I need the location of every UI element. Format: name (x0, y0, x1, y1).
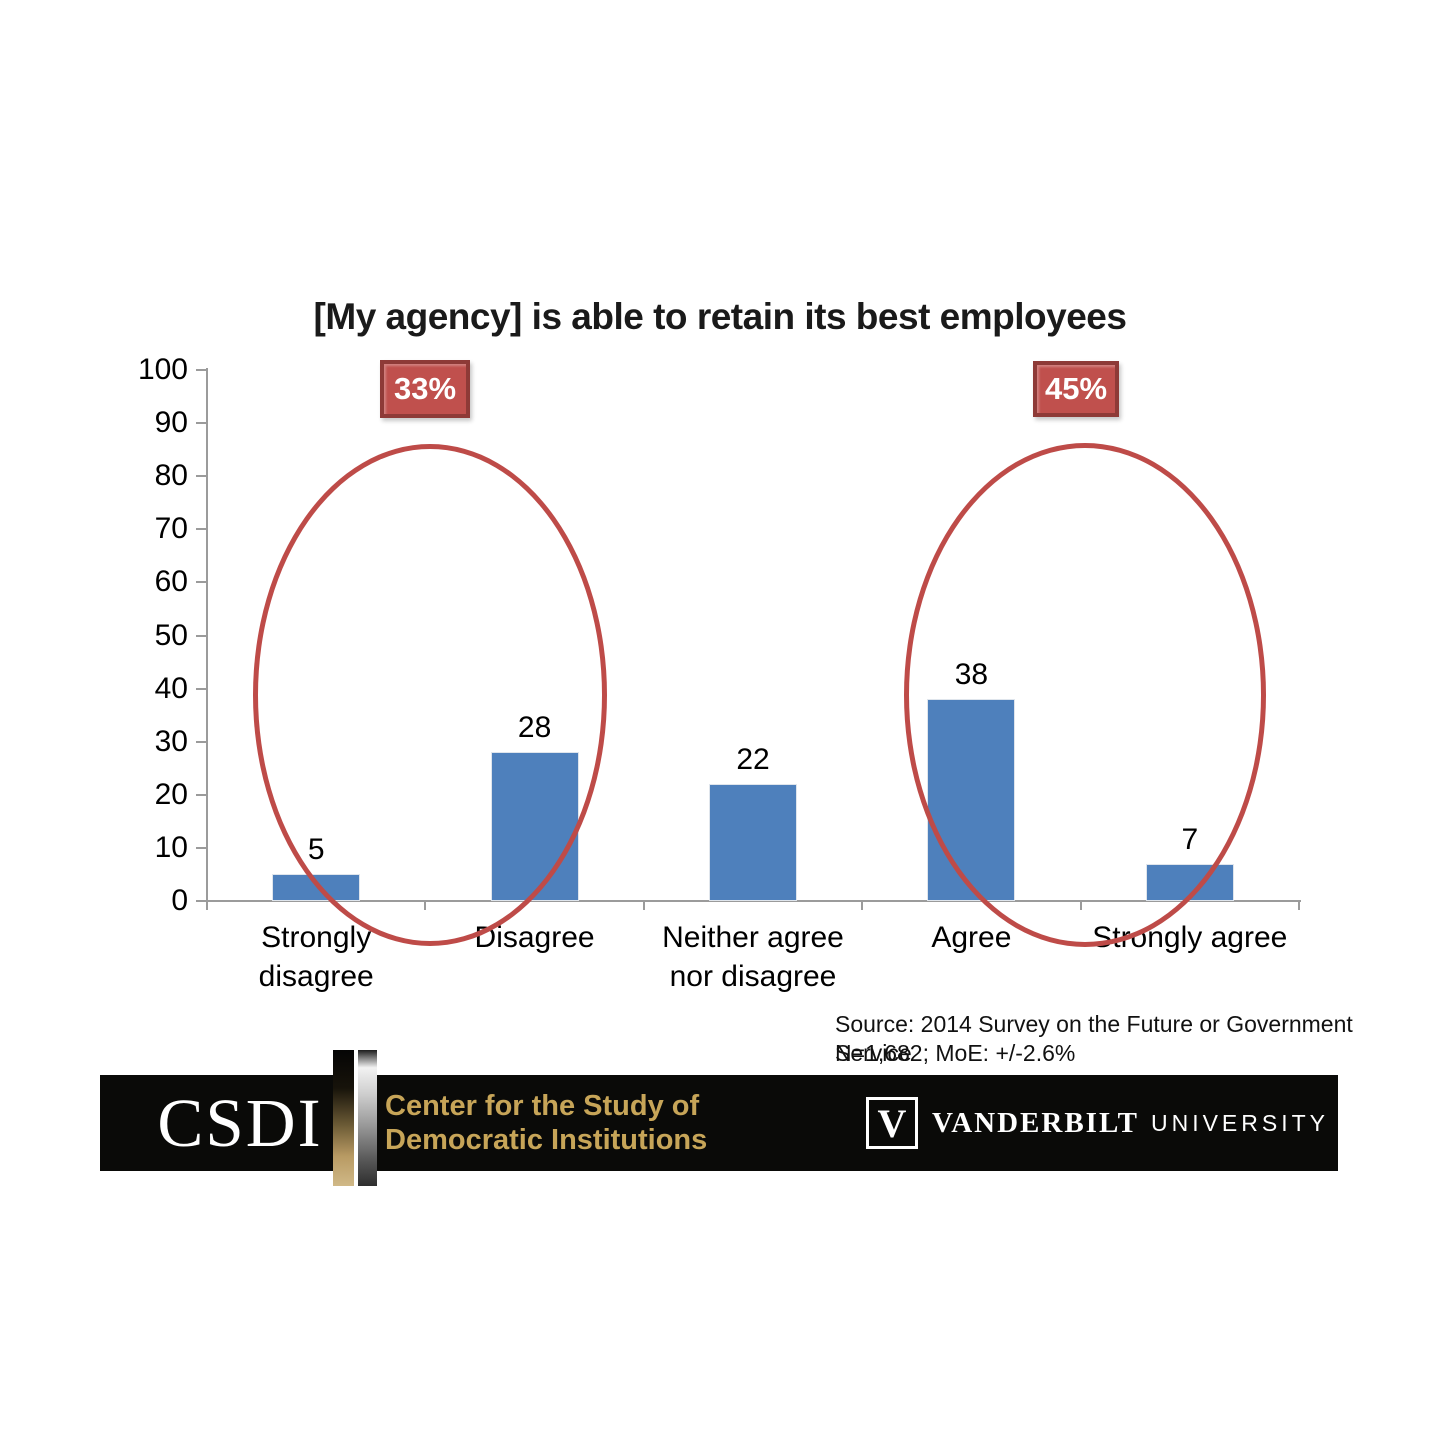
y-axis-tick-label: 60 (154, 565, 188, 599)
annotation-callout-disagree-total: 33% (380, 360, 470, 418)
x-axis-tick (861, 901, 864, 910)
vanderbilt-university-wordmark: UNIVERSITY (1150, 1109, 1330, 1136)
annotation-callout-label: 33% (393, 371, 457, 406)
y-axis-tick (196, 528, 207, 531)
annotation-ellipse-disagree-group (253, 444, 607, 946)
y-axis-tick (196, 369, 207, 371)
y-axis-tick (196, 422, 207, 425)
y-axis-tick-label: 100 (137, 353, 188, 386)
y-axis-tick-label: 80 (154, 459, 188, 493)
y-axis-tick (196, 634, 207, 637)
vanderbilt-logo: V VANDERBILT UNIVERSITY (866, 1075, 1329, 1171)
y-axis-tick (196, 475, 207, 478)
x-axis-tick (642, 901, 645, 910)
csdi-center-name-line1: Center for the Study of (385, 1090, 700, 1122)
y-axis-tick-label: 20 (154, 777, 188, 811)
y-axis-tick-label: 30 (154, 724, 188, 758)
bar-value-label-neither-agree-nor-disagree: 22 (736, 743, 770, 777)
y-axis-tick (196, 793, 207, 796)
csdi-divider-gold-bar (333, 1050, 354, 1186)
footer-logo-bar (100, 1075, 1338, 1171)
y-axis-tick-label: 10 (154, 830, 188, 864)
y-axis-tick (196, 900, 207, 902)
y-axis-tick-label: 70 (154, 512, 188, 546)
vanderbilt-v-letter: V (877, 1100, 907, 1146)
bar-neither-agree-nor-disagree (709, 784, 797, 901)
y-axis-tick (196, 581, 207, 584)
y-axis-tick-label: 40 (154, 671, 188, 705)
y-axis-tick-label: 50 (154, 618, 188, 652)
csdi-logo-text: CSDI (157, 1084, 323, 1161)
x-axis-tick (1298, 901, 1300, 910)
x-axis-category-label-neither-agree-nor-disagree: Neither agree nor disagree (662, 921, 844, 993)
y-axis-tick-label: 0 (171, 884, 188, 917)
y-axis-tick (196, 846, 207, 849)
y-axis-tick-label: 90 (154, 406, 188, 440)
csdi-center-name: Center for the Study of Democratic Insti… (385, 1075, 707, 1171)
x-axis-category-label-agree: Agree (931, 921, 1012, 954)
y-axis-tick (196, 687, 207, 690)
csdi-divider-gray-bar (358, 1050, 377, 1186)
source-note-line2: N=1,682; MoE: +/-2.6% (835, 1040, 1076, 1066)
annotation-ellipse-agree-group (904, 443, 1266, 947)
vanderbilt-v-icon: V (866, 1097, 918, 1149)
x-axis-tick (206, 901, 208, 910)
chart-title: [My agency] is able to retain its best e… (313, 296, 1127, 337)
annotation-callout-agree-total: 45% (1033, 361, 1119, 417)
y-axis-line (206, 368, 208, 902)
y-axis-tick (196, 740, 207, 743)
vanderbilt-wordmark: VANDERBILT (932, 1106, 1139, 1139)
source-note-line1: Source: 2014 Survey on the Future or Gov… (835, 1011, 1353, 1066)
csdi-center-name-line2: Democratic Institutions (385, 1124, 708, 1156)
annotation-callout-label: 45% (1044, 371, 1108, 406)
csdi-divider-gap (354, 1050, 358, 1186)
x-axis-category-label-strongly-disagree: Strongly disagree (258, 921, 374, 993)
x-axis-line (206, 900, 1301, 902)
